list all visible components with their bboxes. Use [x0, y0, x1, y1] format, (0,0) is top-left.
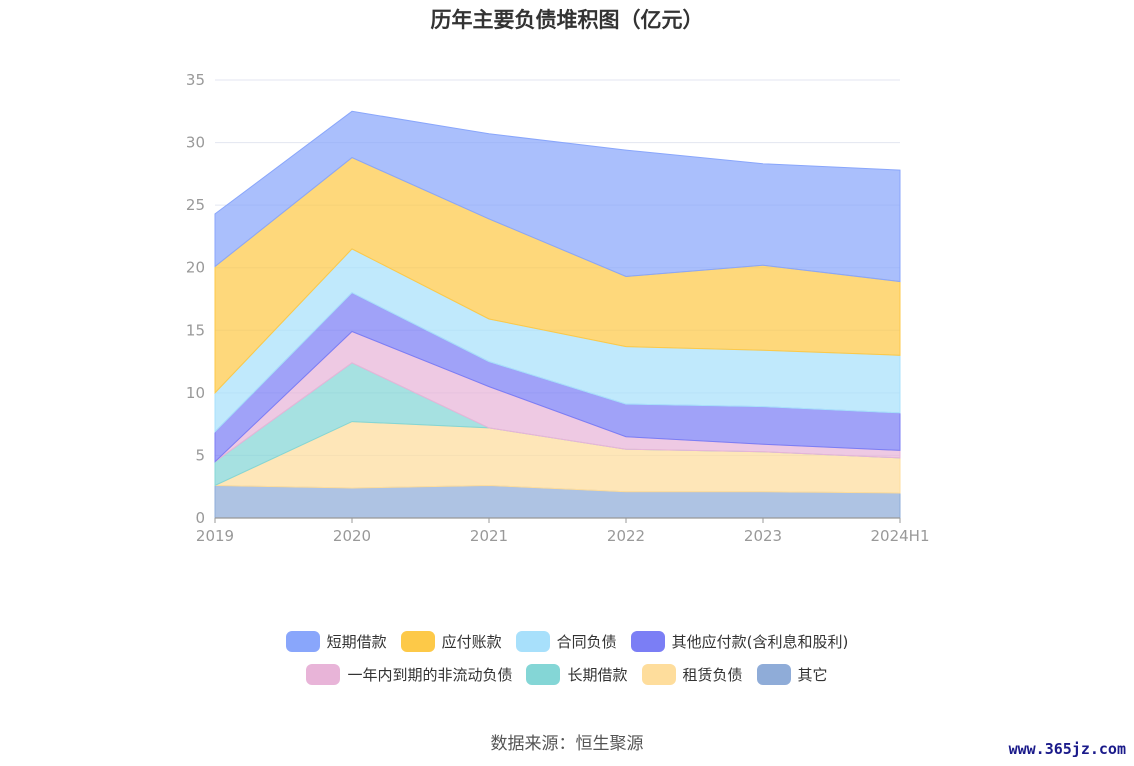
- legend-item-current-noncurrent-liabilities[interactable]: 一年内到期的非流动负债: [306, 664, 512, 685]
- legend-item-contract-liabilities[interactable]: 合同负债: [515, 631, 617, 652]
- legend-item-accounts-payable[interactable]: 应付账款: [400, 631, 502, 652]
- legend-label: 一年内到期的非流动负债: [347, 666, 513, 684]
- x-tick-label: 2022: [607, 527, 645, 545]
- y-tick-label: 5: [195, 446, 205, 464]
- legend-swatch: [306, 664, 341, 685]
- legend-label: 合同负债: [556, 633, 617, 651]
- legend-row-2: 一年内到期的非流动负债 长期借款 租赁负债 其它: [0, 664, 1134, 685]
- legend-swatch: [400, 631, 435, 652]
- legend-label: 应付账款: [441, 633, 502, 651]
- area-series-短期借款: [214, 110, 901, 283]
- axis-layer: 0 5 10 15 20 25 30 35 2019 2020 2021 2022 2023 2024H1: [186, 71, 930, 545]
- legend-item-short-term-borrowing[interactable]: 短期借款: [285, 631, 387, 652]
- legend-label: 长期借款: [567, 666, 628, 684]
- legend-swatch: [526, 664, 561, 685]
- x-tick-label: 2020: [333, 527, 371, 545]
- stacked-area-chart: 0 5 10 15 20 25 30 35 2019 2020 2021 2022 2023 2024H1: [186, 71, 930, 545]
- legend-label: 其他应付款(含利息和股利): [671, 633, 849, 651]
- watermark: www.365jz.com: [1008, 740, 1126, 758]
- legend-label: 租赁负债: [682, 666, 743, 684]
- area-layer: [214, 110, 901, 519]
- x-tick-label: 2019: [196, 527, 234, 545]
- y-tick-label: 20: [186, 259, 205, 277]
- y-tick-label: 0: [195, 509, 205, 527]
- legend-swatch: [630, 631, 665, 652]
- legend-swatch: [641, 664, 676, 685]
- legend-item-lease-liabilities[interactable]: 租赁负债: [641, 664, 743, 685]
- source-note: 数据来源：恒生聚源: [490, 734, 644, 754]
- legend-label: 其它: [797, 666, 828, 684]
- legend-swatch: [756, 664, 791, 685]
- y-tick-label: 35: [186, 71, 205, 89]
- y-tick-label: 10: [186, 384, 205, 402]
- legend-item-long-term-borrowing[interactable]: 长期借款: [526, 664, 628, 685]
- legend-item-other-payables[interactable]: 其他应付款(含利息和股利): [630, 631, 849, 652]
- legend-item-other[interactable]: 其它: [756, 664, 828, 685]
- x-tick-label: 2023: [744, 527, 782, 545]
- legend-swatch: [515, 631, 550, 652]
- y-tick-label: 25: [186, 196, 205, 214]
- x-tick-label: 2021: [470, 527, 508, 545]
- legend-swatch: [285, 631, 320, 652]
- legend-label: 短期借款: [326, 633, 387, 651]
- y-tick-label: 15: [186, 321, 205, 339]
- y-tick-label: 30: [186, 134, 205, 152]
- legend-row-1: 短期借款 应付账款 合同负债 其他应付款(含利息和股利): [0, 631, 1134, 652]
- x-tick-label: 2024H1: [871, 527, 930, 545]
- chart-title: 历年主要负债堆积图（亿元）: [430, 8, 704, 32]
